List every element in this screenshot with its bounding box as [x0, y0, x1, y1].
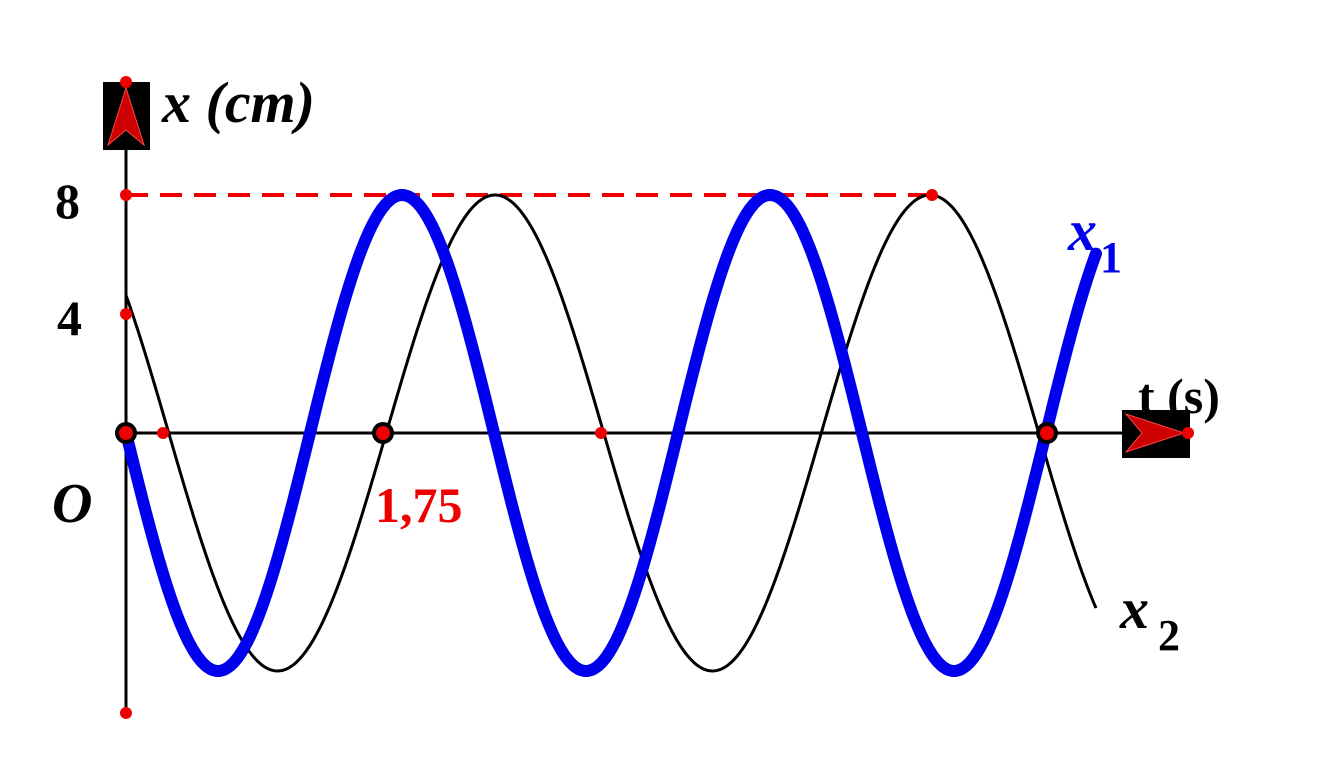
curve-x1: [120, 188, 1102, 678]
point: [1036, 422, 1058, 444]
point: [1182, 427, 1194, 439]
point: [120, 308, 132, 320]
point: [115, 422, 137, 444]
curve-label: x: [1067, 198, 1097, 263]
point: [157, 427, 169, 439]
point: [372, 422, 394, 444]
point: [120, 707, 132, 719]
t-arrow: [1124, 412, 1186, 454]
tick-label: 4: [57, 290, 82, 346]
tick-label: 1,75: [375, 477, 463, 533]
t-axis-label: t (s): [1138, 368, 1220, 424]
point: [926, 189, 938, 201]
points: [115, 76, 1194, 719]
curve-label: x: [1119, 576, 1149, 641]
point: [120, 189, 132, 201]
y-axis-label: x (cm): [161, 70, 315, 135]
point: [120, 76, 132, 88]
tick-label: 8: [55, 173, 80, 229]
y-arrow: [107, 86, 145, 147]
origin-label: O: [52, 473, 92, 535]
curve-label-sub: 1: [1100, 233, 1122, 282]
point: [595, 427, 607, 439]
curve-label-sub: 2: [1158, 611, 1180, 660]
